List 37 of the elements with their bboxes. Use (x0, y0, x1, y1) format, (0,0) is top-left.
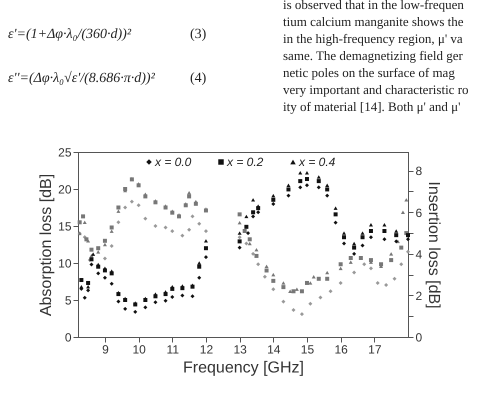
y-tick-label: 10 (58, 256, 72, 270)
y2-tick-label: 2 (416, 288, 422, 303)
y-axis-title: Absorption loss [dB] (38, 174, 56, 316)
y2-tick-label: 8 (416, 164, 422, 178)
x-tick-label: 14 (267, 342, 281, 356)
legend-label: x = 0.2 (226, 155, 264, 169)
y-tick-label: 25 (58, 146, 72, 160)
y2-tick-label: 6 (416, 206, 422, 220)
text: netic poles on the surface of mag (283, 65, 456, 80)
text: (4) (190, 71, 207, 86)
x-tick-label: 11 (166, 342, 180, 356)
x-tick-label: 9 (102, 342, 110, 356)
text: tium calcium manganite shows the (283, 14, 464, 29)
y2-axis-title: Insertion loss [dB] (425, 181, 442, 309)
text: very important and characteristic ro (283, 82, 469, 97)
text: ε'=(1+Δφ·λ₀/(360·d))² (8, 27, 132, 42)
y-tick-label: 5 (64, 294, 72, 308)
y-tick-label: 15 (58, 220, 72, 234)
x-tick-label: 13 (233, 342, 248, 356)
x-tick-label: 10 (132, 342, 146, 356)
text: ity of material [14]. Both μ' and μ' (283, 99, 460, 114)
y2-tick-label: 4 (416, 247, 422, 262)
text: in the high-frequency region, μ' va (283, 31, 463, 46)
x-tick-label: 16 (334, 342, 348, 356)
x-tick-label: 12 (200, 342, 214, 356)
x-tick-label: 17 (368, 342, 382, 356)
y-tick-label: 20 (58, 182, 72, 196)
text: same. The demagnetizing field ger (283, 48, 464, 63)
text: is observed that in the low-frequen (283, 0, 464, 12)
text: ε''=(Δφ·λ₀√ε'/(8.686·π·d))² (8, 70, 156, 86)
legend-label: x = 0.4 (298, 155, 336, 169)
text: (3) (190, 27, 207, 42)
y-tick-label: 0 (64, 330, 72, 344)
x-axis-title: Frequency [GHz] (183, 360, 304, 376)
x-tick-label: 15 (300, 342, 314, 356)
y2-tick-label: 0 (416, 330, 422, 344)
legend-label: x = 0.0 (154, 155, 192, 169)
